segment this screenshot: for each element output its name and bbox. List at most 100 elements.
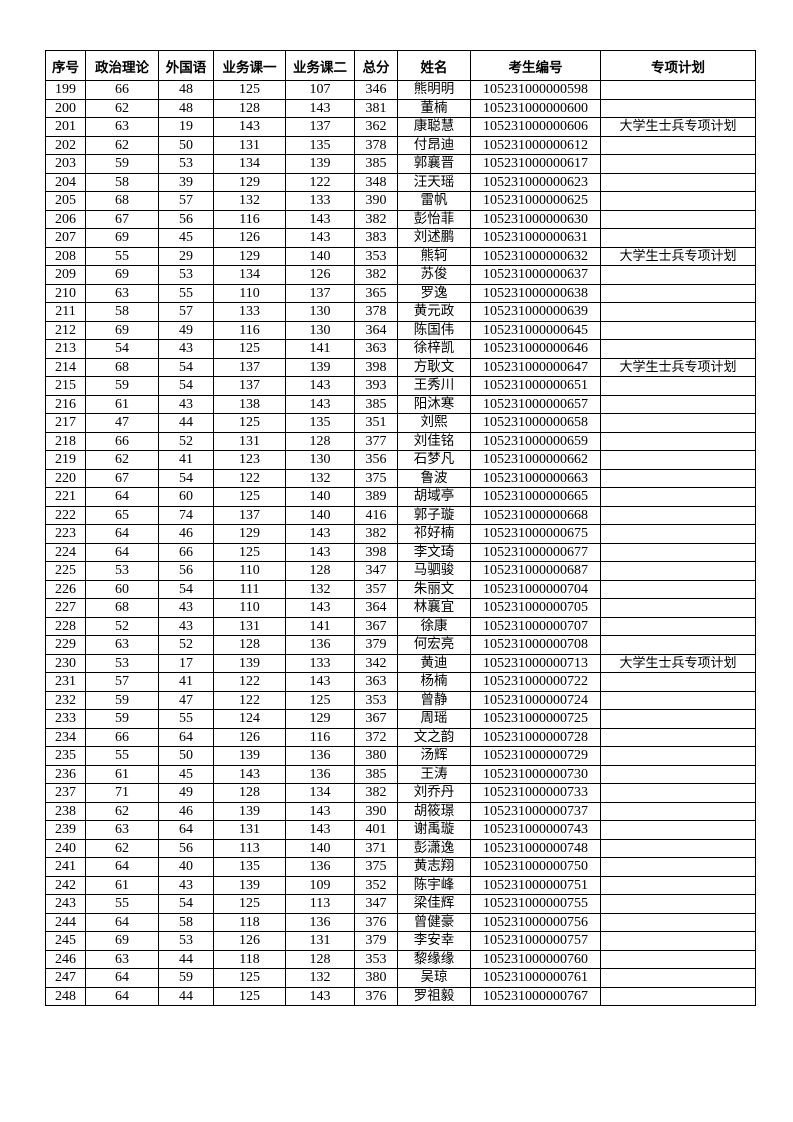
- index-cell: 230: [45, 653, 86, 673]
- special-plan-cell: [600, 949, 756, 969]
- politics-cell: 64: [85, 524, 159, 544]
- course-two-cell: 143: [285, 598, 355, 618]
- politics-cell: 59: [85, 690, 159, 710]
- course-one-cell: 110: [213, 283, 286, 303]
- index-cell: 233: [45, 709, 86, 729]
- course-two-cell: 143: [285, 524, 355, 544]
- course-two-cell: 126: [285, 265, 355, 285]
- total-cell: 376: [354, 912, 398, 932]
- total-cell: 379: [354, 635, 398, 655]
- politics-cell: 67: [85, 209, 159, 229]
- special-plan-cell: 大学生士兵专项计划: [600, 246, 756, 266]
- foreign-language-cell: 58: [158, 912, 214, 932]
- name-cell: 曾静: [397, 690, 471, 710]
- table-row: 240 62 56 113 140 371 彭潇逸 105231000000748: [45, 838, 756, 858]
- course-one-cell: 123: [213, 450, 286, 470]
- table-row: 210 63 55 110 137 365 罗逸 105231000000638: [45, 283, 756, 303]
- course-one-cell: 125: [213, 339, 286, 359]
- course-one-cell: 132: [213, 191, 286, 211]
- course-one-cell: 137: [213, 505, 286, 525]
- course-one-cell: 129: [213, 246, 286, 266]
- candidate-id-cell: 105231000000677: [470, 542, 601, 562]
- name-cell: 李安幸: [397, 931, 471, 951]
- candidate-id-cell: 105231000000651: [470, 376, 601, 396]
- politics-cell: 54: [85, 339, 159, 359]
- foreign-language-cell: 55: [158, 709, 214, 729]
- politics-cell: 60: [85, 579, 159, 599]
- index-cell: 225: [45, 561, 86, 581]
- name-cell: 杨楠: [397, 672, 471, 692]
- index-cell: 213: [45, 339, 86, 359]
- table-row: 237 71 49 128 134 382 刘乔丹 105231000000733: [45, 783, 756, 803]
- course-two-cell: 143: [285, 542, 355, 562]
- candidate-id-cell: 105231000000751: [470, 875, 601, 895]
- special-plan-cell: [600, 487, 756, 507]
- special-plan-cell: [600, 561, 756, 581]
- politics-cell: 63: [85, 283, 159, 303]
- index-cell: 217: [45, 413, 86, 433]
- total-cell: 364: [354, 320, 398, 340]
- special-plan-cell: [600, 431, 756, 451]
- politics-cell: 62: [85, 98, 159, 118]
- course-one-cell: 131: [213, 616, 286, 636]
- candidate-id-cell: 105231000000704: [470, 579, 601, 599]
- index-cell: 210: [45, 283, 86, 303]
- name-cell: 曾健豪: [397, 912, 471, 932]
- candidate-id-cell: 105231000000675: [470, 524, 601, 544]
- politics-cell: 52: [85, 616, 159, 636]
- table-row: 214 68 54 137 139 398 方耿文 105231000000647 大学生士兵专…: [45, 357, 756, 377]
- course-two-cell: 107: [285, 80, 355, 100]
- special-plan-cell: [600, 764, 756, 784]
- table-row: 228 52 43 131 141 367 徐康 105231000000707: [45, 616, 756, 636]
- table-row: 199 66 48 125 107 346 熊明明 105231000000598: [45, 80, 756, 100]
- politics-cell: 71: [85, 783, 159, 803]
- name-cell: 刘述鹏: [397, 228, 471, 248]
- course-two-cell: 139: [285, 154, 355, 174]
- course-two-cell: 133: [285, 191, 355, 211]
- index-cell: 245: [45, 931, 86, 951]
- name-cell: 彭怡菲: [397, 209, 471, 229]
- course-two-cell: 135: [285, 413, 355, 433]
- course-one-cell: 125: [213, 968, 286, 988]
- foreign-language-cell: 43: [158, 339, 214, 359]
- politics-cell: 63: [85, 117, 159, 137]
- total-cell: 346: [354, 80, 398, 100]
- table-row: 222 65 74 137 140 416 郭子璇 105231000000668: [45, 505, 756, 525]
- course-one-cell: 129: [213, 524, 286, 544]
- politics-cell: 64: [85, 968, 159, 988]
- candidate-id-cell: 105231000000646: [470, 339, 601, 359]
- special-plan-cell: [600, 616, 756, 636]
- politics-cell: 47: [85, 413, 159, 433]
- candidate-id-cell: 105231000000658: [470, 413, 601, 433]
- course-two-cell: 143: [285, 209, 355, 229]
- index-cell: 214: [45, 357, 86, 377]
- table-row: 239 63 64 131 143 401 谢禹璇 105231000000743: [45, 820, 756, 840]
- index-cell: 235: [45, 746, 86, 766]
- table-body: 199 66 48 125 107 346 熊明明 105231000000598 200 62 4…: [45, 80, 756, 1006]
- name-cell: 陈国伟: [397, 320, 471, 340]
- foreign-language-cell: 50: [158, 135, 214, 155]
- index-cell: 219: [45, 450, 86, 470]
- course-one-cell: 126: [213, 228, 286, 248]
- politics-cell: 67: [85, 468, 159, 488]
- index-cell: 205: [45, 191, 86, 211]
- index-cell: 202: [45, 135, 86, 155]
- index-cell: 239: [45, 820, 86, 840]
- special-plan-cell: [600, 912, 756, 932]
- politics-cell: 68: [85, 191, 159, 211]
- course-one-cell: 139: [213, 875, 286, 895]
- header-foreign-language: 外国语: [158, 50, 214, 81]
- name-cell: 黎缘缘: [397, 949, 471, 969]
- course-one-cell: 126: [213, 727, 286, 747]
- foreign-language-cell: 41: [158, 450, 214, 470]
- candidate-id-cell: 105231000000612: [470, 135, 601, 155]
- name-cell: 罗祖毅: [397, 986, 471, 1006]
- name-cell: 陈宇峰: [397, 875, 471, 895]
- foreign-language-cell: 40: [158, 857, 214, 877]
- foreign-language-cell: 17: [158, 653, 214, 673]
- index-cell: 240: [45, 838, 86, 858]
- index-cell: 229: [45, 635, 86, 655]
- total-cell: 348: [354, 172, 398, 192]
- politics-cell: 69: [85, 228, 159, 248]
- special-plan-cell: [600, 635, 756, 655]
